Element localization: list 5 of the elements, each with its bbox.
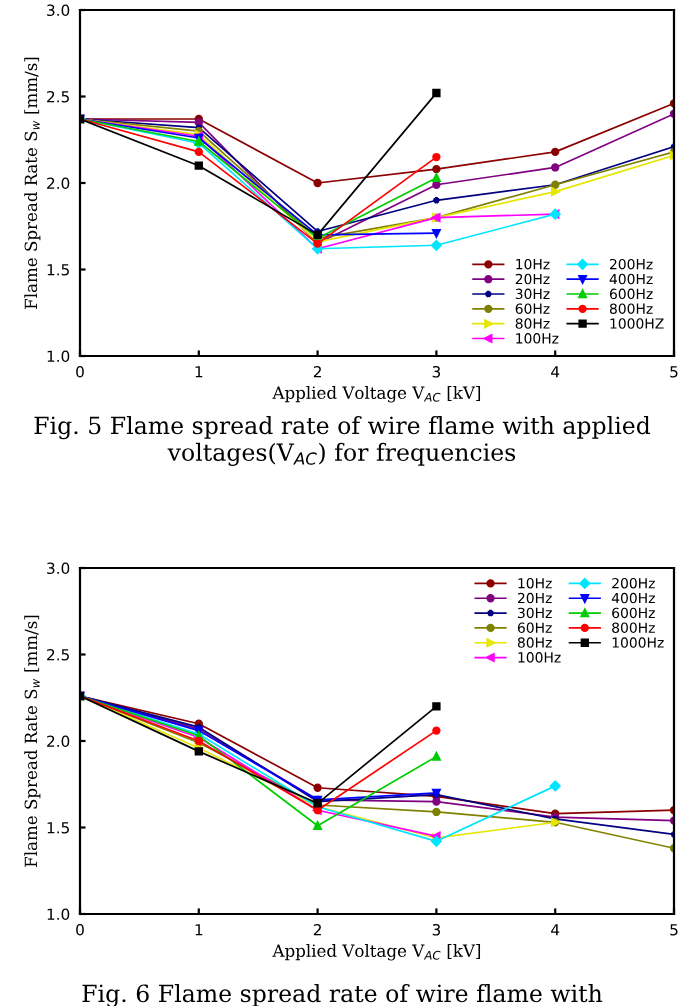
y-axis-title: Flame Spread Rate S$_{w}$ [mm/s] (24, 57, 41, 309)
x-axis-title: Applied Voltage V$_{AC}$ [kV] (272, 944, 481, 961)
y-axis-title: Flame Spread Rate S$_{w}$ [mm/s] (24, 615, 41, 867)
caption: Fig. 5 Flame spread rate of wire flame with applied voltages(V$_{AC}$) for frequencies (34, 416, 651, 466)
x-axis-title: Applied Voltage V$_{AC}$ [kV] (272, 386, 481, 403)
